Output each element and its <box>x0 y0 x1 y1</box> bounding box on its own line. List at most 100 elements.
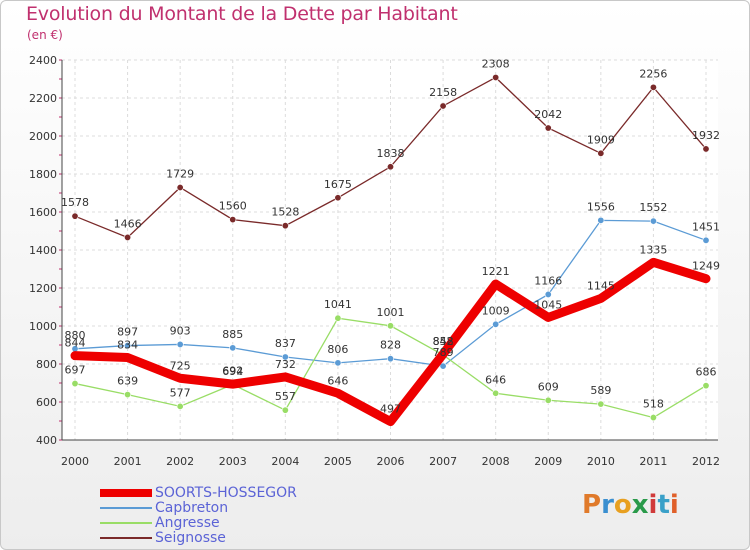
data-label-capbreton: 837 <box>275 337 296 350</box>
x-tick-label: 2004 <box>271 455 299 468</box>
data-label-angresse: 518 <box>643 398 664 411</box>
data-point-seignosse <box>176 183 184 191</box>
x-tick-label: 2009 <box>534 455 562 468</box>
data-label-seignosse: 2158 <box>429 86 457 99</box>
logo-letter: t <box>657 490 670 520</box>
y-tick-label: 2200 <box>29 92 57 105</box>
data-label-seignosse: 1560 <box>219 200 247 213</box>
data-label-seignosse: 1932 <box>692 129 720 142</box>
y-tick-label: 1000 <box>29 320 57 333</box>
logo-letter: o <box>613 490 632 520</box>
data-label-capbreton: 897 <box>117 326 138 339</box>
data-point-angresse <box>176 402 184 410</box>
data-point-capbreton <box>544 290 552 298</box>
x-tick-label: 2005 <box>324 455 352 468</box>
data-point-seignosse <box>492 73 500 81</box>
data-label-soorts-hossegor: 834 <box>117 339 138 352</box>
x-tick-label: 2001 <box>114 455 142 468</box>
data-point-capbreton <box>597 216 605 224</box>
legend-item-capbreton: Capbreton <box>100 500 400 516</box>
legend-label-angresse: Angresse <box>155 515 220 531</box>
logo-letter: i <box>648 490 658 520</box>
data-point-capbreton <box>649 217 657 225</box>
data-point-angresse <box>492 389 500 397</box>
y-tick-label: 1800 <box>29 168 57 181</box>
data-label-seignosse: 1578 <box>61 196 89 209</box>
chart-subtitle: (en €) <box>27 28 63 42</box>
legend-label-seignosse: Seignosse <box>155 530 226 546</box>
data-label-angresse: 646 <box>485 373 506 386</box>
series-line-soorts-hossegor <box>70 257 711 427</box>
data-label-soorts-hossegor: 1335 <box>639 243 667 256</box>
data-point-seignosse <box>71 212 79 220</box>
data-label-angresse: 577 <box>170 386 191 399</box>
y-tick-label: 1200 <box>29 282 57 295</box>
data-point-capbreton <box>176 340 184 348</box>
data-label-soorts-hossegor: 725 <box>170 359 191 372</box>
x-tick-label: 2010 <box>587 455 615 468</box>
legend-item-angresse: Angresse <box>100 515 400 531</box>
data-point-seignosse <box>124 233 132 241</box>
data-label-capbreton: 1552 <box>639 201 667 214</box>
data-point-seignosse <box>702 145 710 153</box>
data-point-seignosse <box>229 216 237 224</box>
data-point-capbreton <box>229 344 237 352</box>
legend-item-soorts-hossegor: SOORTS-HOSSEGOR <box>100 485 400 501</box>
data-point-seignosse <box>439 102 447 110</box>
data-point-seignosse <box>386 163 394 171</box>
data-point-angresse <box>71 380 79 388</box>
data-label-soorts-hossegor: 852 <box>433 335 454 348</box>
data-label-seignosse: 2256 <box>639 67 667 80</box>
data-point-angresse <box>124 391 132 399</box>
data-label-angresse: 1041 <box>324 298 352 311</box>
logo-letter: x <box>631 490 649 520</box>
data-point-angresse <box>544 396 552 404</box>
y-tick-label: 600 <box>36 396 57 409</box>
data-label-angresse: 639 <box>117 375 138 388</box>
data-label-angresse: 848 <box>433 335 454 348</box>
y-tick-label: 2000 <box>29 130 57 143</box>
data-point-seignosse <box>649 83 657 91</box>
data-label-angresse: 589 <box>590 384 611 397</box>
data-label-seignosse: 1838 <box>377 147 405 160</box>
x-tick-label: 2007 <box>429 455 457 468</box>
data-point-capbreton <box>492 320 500 328</box>
data-label-capbreton: 880 <box>65 329 86 342</box>
data-point-angresse <box>597 400 605 408</box>
x-tick-label: 2011 <box>639 455 667 468</box>
data-label-capbreton: 1556 <box>587 200 615 213</box>
x-tick-label: 2008 <box>482 455 510 468</box>
data-point-capbreton <box>386 355 394 363</box>
data-point-capbreton <box>124 342 132 350</box>
data-point-capbreton <box>702 236 710 244</box>
data-label-seignosse: 2308 <box>482 57 510 70</box>
data-point-angresse <box>702 382 710 390</box>
chart-title: Evolution du Montant de la Dette par Hab… <box>26 3 458 25</box>
data-label-capbreton: 806 <box>327 343 348 356</box>
data-point-angresse <box>649 414 657 422</box>
data-label-soorts-hossegor: 1221 <box>482 265 510 278</box>
data-label-angresse: 1001 <box>377 306 405 319</box>
legend-label-capbreton: Capbreton <box>155 500 229 516</box>
data-label-angresse: 609 <box>538 380 559 393</box>
y-tick-label: 800 <box>36 358 57 371</box>
data-label-seignosse: 1528 <box>271 206 299 219</box>
data-label-angresse: 557 <box>275 390 296 403</box>
legend-swatch-soorts-hossegor <box>100 489 152 497</box>
data-label-seignosse: 1675 <box>324 178 352 191</box>
data-point-capbreton <box>334 359 342 367</box>
data-label-capbreton: 789 <box>433 346 454 359</box>
y-tick-label: 2400 <box>29 54 57 67</box>
logo-letter: r <box>601 490 614 520</box>
x-tick-label: 2006 <box>377 455 405 468</box>
data-label-soorts-hossegor: 646 <box>327 374 348 387</box>
data-label-angresse: 697 <box>65 364 86 377</box>
data-label-capbreton: 885 <box>222 328 243 341</box>
data-point-capbreton <box>439 362 447 370</box>
data-label-seignosse: 1466 <box>114 217 142 230</box>
data-label-soorts-hossegor: 844 <box>65 337 86 350</box>
data-point-seignosse <box>281 222 289 230</box>
data-label-capbreton: 1009 <box>482 304 510 317</box>
data-label-capbreton: 1451 <box>692 220 720 233</box>
data-label-soorts-hossegor: 497 <box>380 403 401 416</box>
